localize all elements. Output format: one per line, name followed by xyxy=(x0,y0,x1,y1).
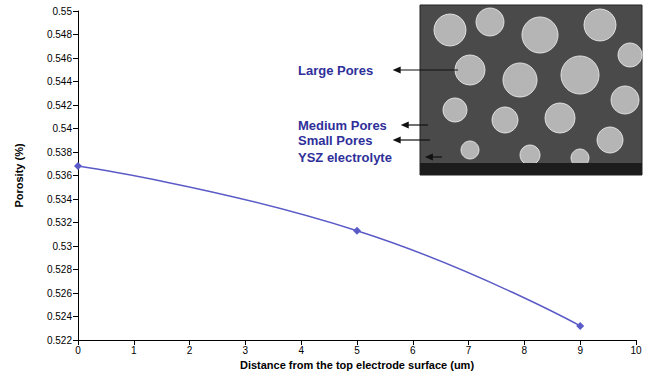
svg-text:0.526: 0.526 xyxy=(47,288,72,299)
svg-text:0.522: 0.522 xyxy=(47,335,72,346)
svg-text:0.532: 0.532 xyxy=(47,217,72,228)
svg-text:Distance from the top electrod: Distance from the top electrode surface … xyxy=(240,359,474,371)
svg-text:0.53: 0.53 xyxy=(53,241,73,252)
svg-text:Porosity (%): Porosity (%) xyxy=(13,143,25,208)
svg-text:3: 3 xyxy=(243,345,249,356)
svg-text:0: 0 xyxy=(75,345,81,356)
svg-text:9: 9 xyxy=(577,345,583,356)
svg-text:4: 4 xyxy=(298,345,304,356)
svg-text:0.542: 0.542 xyxy=(47,100,72,111)
svg-text:0.55: 0.55 xyxy=(53,6,73,17)
svg-text:YSZ electrolyte: YSZ electrolyte xyxy=(298,150,392,165)
svg-text:0.548: 0.548 xyxy=(47,29,72,40)
svg-text:Small Pores: Small Pores xyxy=(298,133,372,148)
svg-text:0.524: 0.524 xyxy=(47,311,72,322)
svg-text:Medium Pores: Medium Pores xyxy=(298,118,387,133)
svg-text:0.528: 0.528 xyxy=(47,264,72,275)
svg-text:5: 5 xyxy=(354,345,360,356)
svg-text:Large Pores: Large Pores xyxy=(298,63,373,78)
svg-text:1: 1 xyxy=(131,345,137,356)
svg-text:0.54: 0.54 xyxy=(53,123,73,134)
svg-text:0.546: 0.546 xyxy=(47,53,72,64)
svg-text:10: 10 xyxy=(630,345,642,356)
svg-text:2: 2 xyxy=(187,345,193,356)
svg-text:0.534: 0.534 xyxy=(47,194,72,205)
svg-text:0.544: 0.544 xyxy=(47,76,72,87)
svg-text:8: 8 xyxy=(522,345,528,356)
svg-text:0.538: 0.538 xyxy=(47,147,72,158)
svg-text:7: 7 xyxy=(466,345,472,356)
svg-text:0.536: 0.536 xyxy=(47,170,72,181)
svg-text:6: 6 xyxy=(410,345,416,356)
